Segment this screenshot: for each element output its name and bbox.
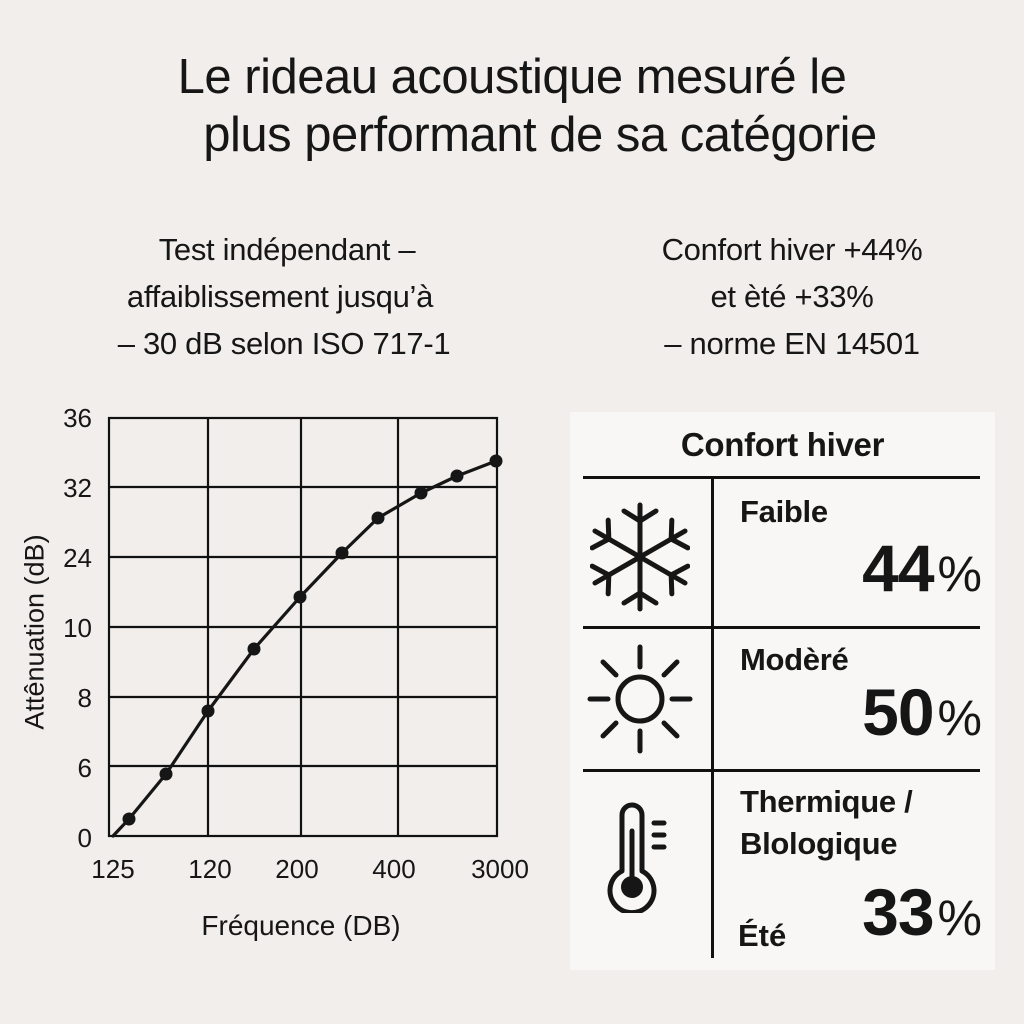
caption-line-3: – 30 dB selon ISO 717-1 (117, 326, 451, 361)
value-unit: % (937, 546, 982, 602)
row-value-50: 50% (862, 674, 982, 750)
comfort-panel: Confort hiver Faible 44% (570, 412, 995, 970)
x-tick-400: 400 (372, 854, 416, 884)
data-point (489, 454, 503, 468)
row-divider-1 (583, 626, 980, 629)
row-sublabel-ete: Été (738, 918, 787, 953)
acoustic-test-caption: Test indépendant – affaiblissement jusqu… (40, 226, 520, 367)
data-point (159, 767, 173, 781)
data-point (414, 486, 428, 500)
data-point (371, 511, 385, 525)
panel-title: Confort hiver (680, 426, 885, 463)
row-label-modere: Modèré (740, 642, 849, 677)
data-point (201, 704, 215, 718)
comfort-caption-line-3: – norme EN 14501 (664, 326, 920, 361)
data-point (247, 642, 261, 656)
page-title: Le rideau acoustique mesuré le plus perf… (0, 48, 1024, 164)
y-tick-36: 36 (63, 403, 92, 433)
value-number: 44 (862, 531, 934, 605)
x-tick-120: 120 (188, 854, 232, 884)
value-unit: % (937, 890, 982, 946)
snowflake-icon (580, 492, 700, 622)
data-point (335, 546, 349, 560)
caption-line-1: Test indépendant – (158, 232, 416, 267)
row-label-faible: Faible (740, 494, 828, 529)
caption-line-2: affaiblissement jusqu’à (126, 279, 434, 314)
panel-header-divider (583, 476, 980, 479)
sun-icon (580, 640, 700, 758)
y-tick-8: 8 (77, 683, 92, 713)
row-label-biologique: Blologique (740, 826, 898, 861)
row-divider-2 (583, 769, 980, 772)
title-line-1: Le rideau acoustique mesuré le (177, 50, 847, 104)
attenuation-line (111, 459, 498, 838)
x-tick-3000: 3000 (471, 854, 529, 884)
y-axis-label: Attênuation (dB) (19, 534, 50, 730)
x-tick-125: 125 (91, 854, 135, 884)
y-tick-10: 10 (63, 613, 92, 643)
value-number: 33 (862, 875, 934, 949)
title-line-2: plus performant de sa catégorie (203, 108, 877, 162)
row-label-thermique: Thermique / (740, 784, 913, 819)
x-tick-200: 200 (275, 854, 319, 884)
value-unit: % (937, 690, 982, 746)
y-tick-32: 32 (63, 473, 92, 503)
row-value-44: 44% (862, 530, 982, 606)
data-point (122, 812, 136, 826)
y-tick-0: 0 (77, 823, 92, 853)
data-point (293, 590, 307, 604)
comfort-caption-line-2: et èté +33% (710, 279, 874, 314)
x-axis-label: Fréquence (DB) (201, 910, 401, 941)
data-point (450, 469, 464, 483)
thermometer-icon (580, 797, 700, 917)
comfort-caption: Confort hiver +44% et èté +33% – norme E… (590, 226, 994, 367)
value-number: 50 (862, 675, 934, 749)
panel-column-divider (711, 477, 714, 958)
y-tick-6: 6 (77, 753, 92, 783)
comfort-caption-line-1: Confort hiver +44% (661, 232, 923, 267)
y-tick-24: 24 (63, 543, 92, 573)
row-value-33: 33% (862, 874, 982, 950)
data-points (122, 454, 503, 826)
